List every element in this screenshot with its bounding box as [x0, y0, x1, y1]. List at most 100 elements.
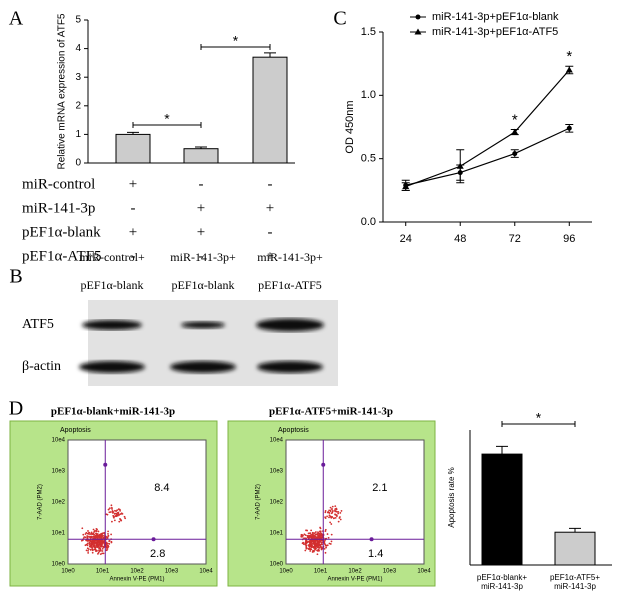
- event: [339, 518, 342, 521]
- lane-label: miR-control+: [79, 250, 145, 264]
- event: [332, 517, 335, 520]
- event: [318, 547, 320, 549]
- event: [314, 547, 317, 549]
- flow-y-tick-label: 10e3: [52, 469, 66, 475]
- event: [109, 507, 111, 510]
- y-tick-label: 0.5: [361, 153, 376, 165]
- y-tick-label: 0: [75, 158, 81, 169]
- event: [112, 515, 115, 518]
- event: [328, 509, 331, 512]
- event: [325, 544, 327, 547]
- event: [95, 527, 98, 530]
- event: [324, 516, 327, 519]
- event: [119, 513, 122, 515]
- event: [116, 514, 119, 517]
- event: [93, 533, 96, 536]
- event: [326, 511, 329, 514]
- band: [181, 321, 225, 329]
- lane-label: pEF1α-ATF5: [258, 278, 322, 292]
- event: [83, 536, 86, 538]
- event: [109, 511, 112, 513]
- event: [311, 536, 314, 539]
- event: [314, 545, 317, 548]
- event: [81, 527, 84, 530]
- event: [108, 542, 110, 545]
- flow-x-tick-label: 10e3: [165, 569, 179, 575]
- event: [98, 547, 100, 550]
- event: [324, 511, 327, 514]
- event: [337, 512, 340, 515]
- event: [102, 534, 104, 537]
- event: [319, 533, 322, 536]
- event: [96, 534, 98, 536]
- event: [95, 546, 97, 549]
- y-tick-label: 1: [75, 129, 81, 140]
- flow-x-tick-label: 10e4: [417, 569, 431, 575]
- event: [329, 521, 332, 524]
- flow-y-tick-label: 10e2: [270, 500, 284, 506]
- significance-bracket: [132, 122, 202, 128]
- event: [93, 545, 96, 548]
- event: [107, 530, 110, 533]
- event: [301, 534, 304, 536]
- event: [310, 529, 313, 532]
- significance: *: [164, 111, 170, 127]
- event: [111, 508, 113, 510]
- event: [309, 550, 312, 552]
- event: [331, 508, 333, 510]
- event: [112, 511, 115, 514]
- event: [88, 531, 90, 534]
- y-tick-label: 1.0: [361, 89, 376, 101]
- panel-letter: B: [9, 266, 22, 288]
- row-label: pEF1α-blank: [22, 224, 101, 240]
- event: [329, 506, 332, 509]
- event: [90, 531, 93, 534]
- flow-y-tick-label: 10e1: [52, 531, 66, 537]
- error-bar: [569, 527, 581, 533]
- event: [328, 516, 330, 519]
- cell: +: [266, 248, 274, 264]
- point: [566, 125, 572, 131]
- flow-x-tick-label: 10e4: [199, 569, 213, 575]
- flow-x-tick-label: 10e2: [130, 569, 144, 575]
- flow-y-tick-label: 10e2: [52, 500, 66, 506]
- event: [107, 534, 110, 537]
- event: [326, 544, 329, 547]
- event: [331, 505, 334, 508]
- event: [110, 504, 113, 507]
- event: [330, 512, 333, 515]
- event: [99, 553, 102, 556]
- event: [304, 540, 307, 543]
- event: [89, 549, 92, 551]
- event: [309, 548, 312, 551]
- event: [319, 545, 321, 547]
- flow-y-label: 7-AAD (PM2): [38, 484, 44, 520]
- x-tick-label: 48: [454, 233, 466, 245]
- event: [92, 535, 95, 538]
- gate-handle: [321, 462, 326, 467]
- event: [329, 509, 332, 512]
- band: [82, 320, 142, 330]
- bar: [554, 531, 596, 566]
- flow-x-tick-label: 10e1: [96, 569, 110, 575]
- row-label: pEF1α-ATF5: [22, 248, 102, 264]
- event: [312, 534, 315, 536]
- event: [95, 532, 98, 535]
- bar: [183, 148, 219, 164]
- event: [319, 539, 322, 542]
- error-bar: [127, 131, 139, 135]
- event: [330, 533, 333, 536]
- event: [309, 543, 312, 546]
- bar: [252, 56, 288, 164]
- event: [87, 539, 90, 542]
- error-bar: [264, 52, 276, 58]
- band: [257, 361, 323, 373]
- event: [97, 530, 100, 533]
- event: [335, 515, 338, 518]
- band: [79, 361, 145, 373]
- quadrant-value: 2.8: [150, 548, 165, 560]
- event: [319, 526, 321, 529]
- event: [118, 520, 121, 523]
- lane-label: pEF1α-blank: [172, 278, 235, 292]
- event: [85, 539, 88, 542]
